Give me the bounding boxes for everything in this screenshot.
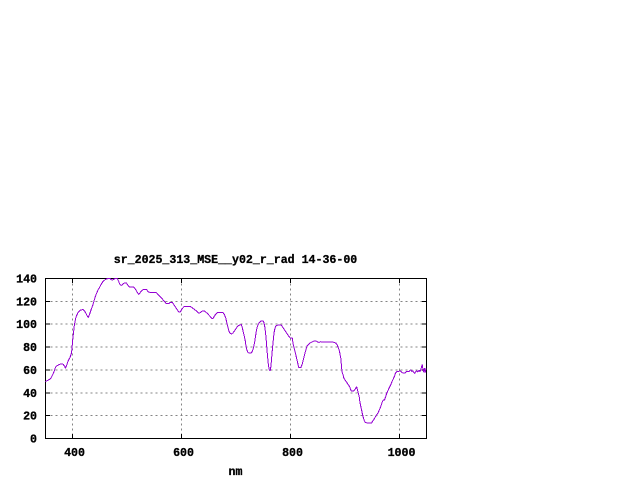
svg-text:0: 0 [30,434,37,447]
svg-text:sr_2025_313_MSE__y02_r_rad 14-: sr_2025_313_MSE__y02_r_rad 14-36-00 [114,254,358,267]
svg-text:60: 60 [23,365,37,378]
svg-text:1000: 1000 [388,447,416,460]
svg-text:nm: nm [229,466,243,479]
svg-text:40: 40 [23,388,37,401]
svg-text:80: 80 [23,342,37,355]
svg-text:100: 100 [16,319,37,332]
svg-text:800: 800 [282,447,303,460]
svg-text:600: 600 [173,447,194,460]
svg-text:400: 400 [64,447,85,460]
svg-text:120: 120 [16,296,37,309]
svg-text:140: 140 [16,274,37,287]
svg-text:20: 20 [23,411,37,424]
